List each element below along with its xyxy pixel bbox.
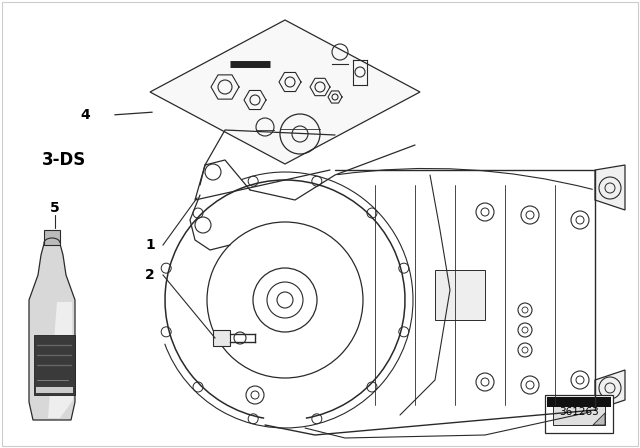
Polygon shape xyxy=(150,20,420,164)
Polygon shape xyxy=(34,335,75,395)
Polygon shape xyxy=(595,165,625,210)
Polygon shape xyxy=(213,330,230,346)
Polygon shape xyxy=(44,230,60,245)
Text: 5: 5 xyxy=(50,201,60,215)
Text: 4: 4 xyxy=(80,108,90,122)
Text: 1: 1 xyxy=(145,238,155,252)
Text: 361263: 361263 xyxy=(559,407,599,417)
Polygon shape xyxy=(29,240,75,420)
Polygon shape xyxy=(435,270,485,320)
Text: 2: 2 xyxy=(145,268,155,282)
Polygon shape xyxy=(36,387,73,393)
Polygon shape xyxy=(545,395,613,433)
Polygon shape xyxy=(547,397,611,407)
Text: 3-DS: 3-DS xyxy=(42,151,86,169)
Polygon shape xyxy=(553,403,605,425)
Polygon shape xyxy=(48,302,73,418)
Polygon shape xyxy=(595,370,625,410)
Polygon shape xyxy=(593,413,605,425)
